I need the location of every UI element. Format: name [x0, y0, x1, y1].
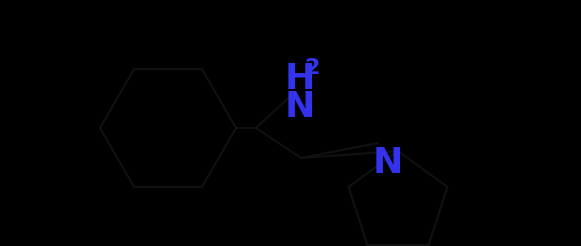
- Text: N: N: [285, 90, 315, 124]
- Text: N: N: [373, 146, 403, 180]
- Text: H: H: [285, 62, 315, 96]
- Text: 2: 2: [304, 58, 320, 78]
